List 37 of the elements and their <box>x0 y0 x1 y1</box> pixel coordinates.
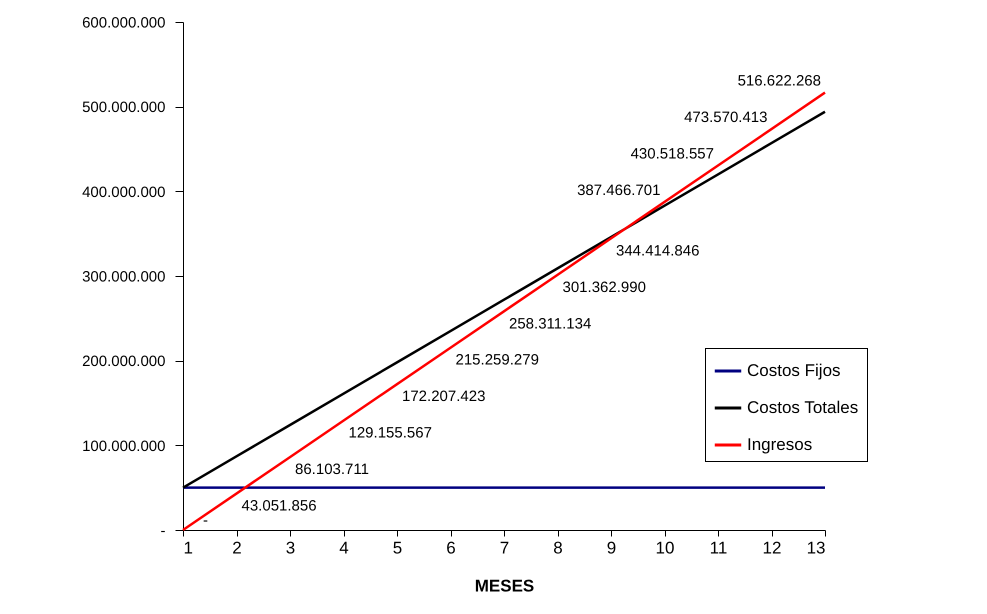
y-tick-label: 100.000.000 <box>82 438 166 455</box>
y-tick-label: - <box>160 522 166 540</box>
x-tick-label: 11 <box>710 538 728 558</box>
data-label: 344.414.846 <box>616 242 700 260</box>
y-tick-label: 500.000.000 <box>82 99 166 116</box>
data-label: - <box>203 512 208 529</box>
x-tick-label: 4 <box>339 538 349 558</box>
x-tick-label: 9 <box>606 538 616 558</box>
x-tick-label: 10 <box>656 538 674 558</box>
data-label: 43.051.856 <box>242 498 317 515</box>
legend-label: Ingresos <box>747 435 812 454</box>
data-label: 473.570.413 <box>684 109 768 126</box>
y-tick-label: 400.000.000 <box>82 184 166 201</box>
data-label: 387.466.701 <box>577 182 660 199</box>
data-label: 215.259.279 <box>456 352 539 369</box>
data-label: 430.518.557 <box>630 145 714 162</box>
x-tick-label: 3 <box>286 538 296 558</box>
legend-label: Costos Totales <box>747 398 858 417</box>
data-label: 129.155.567 <box>348 424 432 442</box>
x-tick-label: 8 <box>553 538 563 558</box>
data-label: 301.362.990 <box>562 278 646 296</box>
x-tick-label: 12 <box>762 538 782 558</box>
x-tick-label: 2 <box>232 538 242 558</box>
x-tick-label: 13 <box>806 538 826 558</box>
legend-label: Costos Fijos <box>747 361 841 380</box>
x-tick-label: 6 <box>446 538 456 558</box>
data-label: 86.103.711 <box>295 461 369 478</box>
data-label: 258.311.134 <box>509 315 592 332</box>
data-label: 172.207.423 <box>402 388 486 406</box>
x-tick-label: 7 <box>500 538 510 558</box>
data-label: 516.622.268 <box>738 72 821 90</box>
y-tick-label: 600.000.000 <box>82 14 166 32</box>
x-tick-label: 5 <box>392 538 402 558</box>
x-tick-label: 1 <box>184 538 193 558</box>
x-axis-title: MESES <box>474 576 534 596</box>
y-tick-label: 300.000.000 <box>82 268 166 286</box>
y-tick-label: 200.000.000 <box>82 353 166 370</box>
